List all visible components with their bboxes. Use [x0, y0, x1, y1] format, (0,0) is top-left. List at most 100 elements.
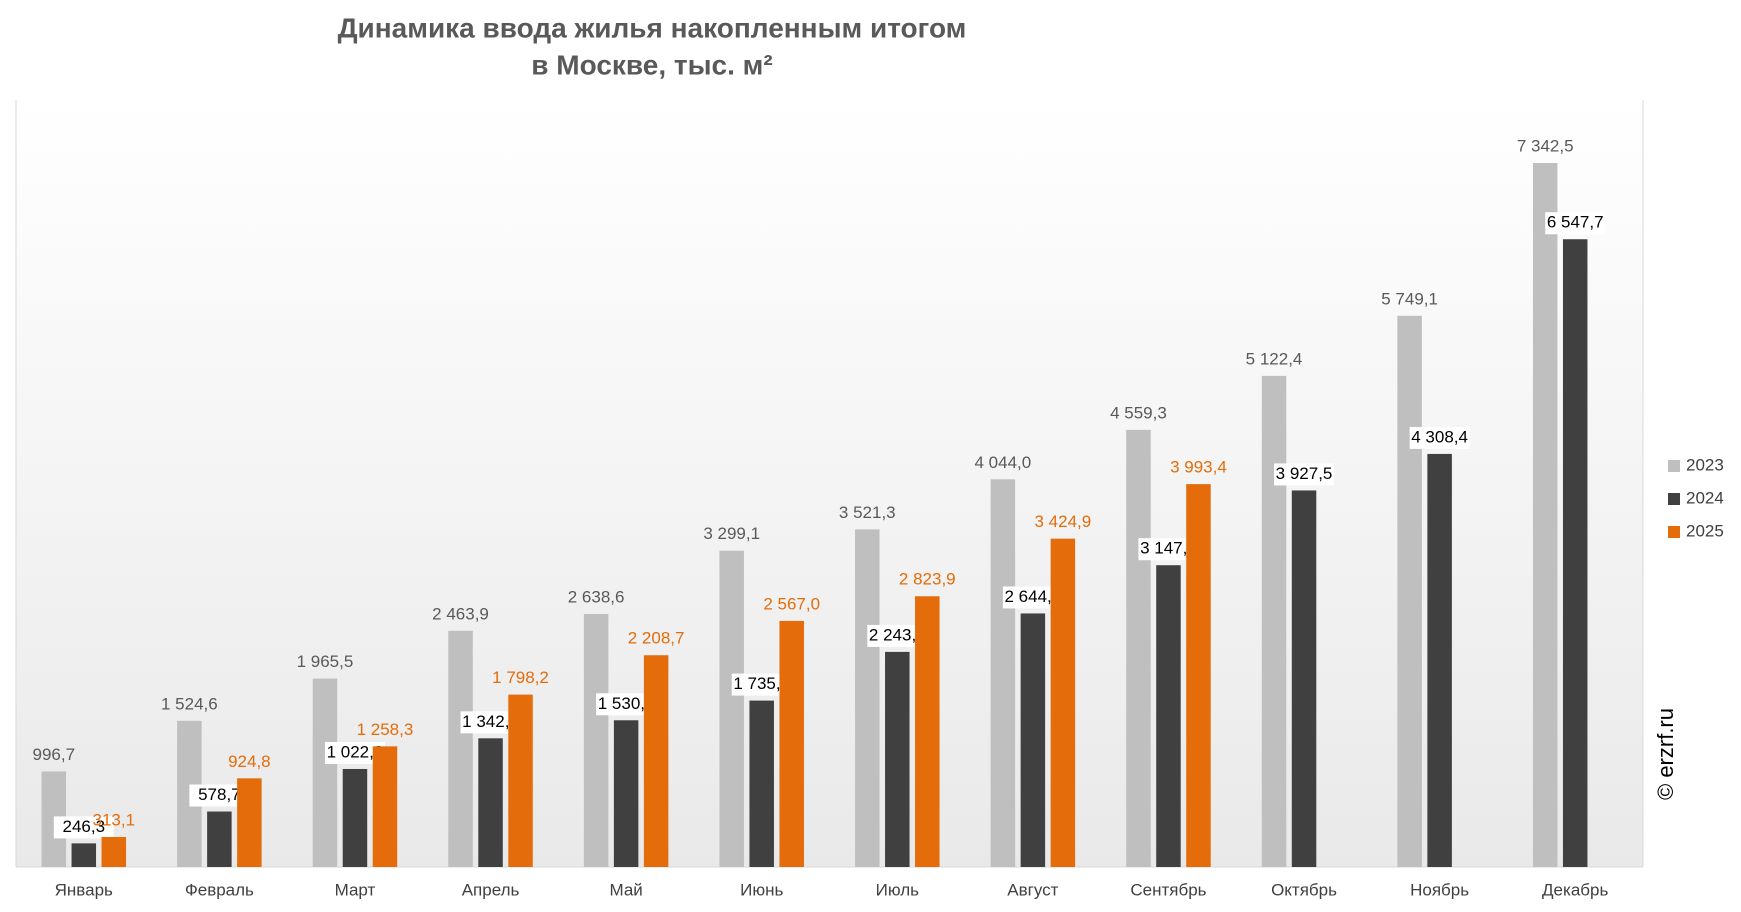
- value-label: 996,7: [33, 745, 76, 764]
- bar: [71, 843, 97, 867]
- bar: [1020, 613, 1046, 867]
- value-label-bg: [1409, 426, 1470, 449]
- value-label: 2 644,6: [1005, 587, 1062, 606]
- value-label: 2 208,7: [628, 629, 685, 648]
- bar: [1397, 315, 1422, 867]
- bar: [885, 651, 910, 867]
- bar: [583, 614, 609, 867]
- bar: [1562, 239, 1588, 867]
- value-label-bg: [596, 693, 657, 716]
- value-label-bg: [189, 784, 250, 807]
- value-label: 2 567,0: [763, 594, 820, 613]
- value-label-bg: [324, 741, 385, 764]
- x-tick-label: Март: [335, 880, 376, 899]
- value-label: 4 044,0: [975, 453, 1032, 472]
- bar: [990, 479, 1016, 867]
- bar: [749, 700, 774, 867]
- value-label: 4 559,3: [1110, 403, 1167, 422]
- bar: [613, 720, 639, 867]
- value-label: 1 342,2: [462, 712, 519, 731]
- value-label-bg: [1138, 538, 1199, 561]
- bar: [719, 550, 744, 867]
- chart-title: Динамика ввода жилья накопленным итогом: [338, 12, 967, 43]
- value-label: 3 299,1: [703, 524, 760, 543]
- value-label: 1 965,5: [297, 652, 354, 671]
- bar: [237, 778, 262, 867]
- x-tick-label: Июль: [876, 880, 920, 899]
- bar: [1291, 490, 1317, 867]
- bar: [1186, 484, 1211, 867]
- bar: [643, 655, 669, 867]
- bar: [779, 620, 804, 867]
- value-label: 2 823,9: [899, 570, 956, 589]
- value-label: 313,1: [93, 810, 136, 829]
- value-label: 246,3: [63, 817, 106, 836]
- value-label: 7 342,5: [1517, 137, 1574, 156]
- value-label: 1 798,2: [492, 668, 549, 687]
- legend-swatch: [1668, 460, 1680, 472]
- value-label: 3 424,9: [1035, 512, 1092, 531]
- value-label: 2 463,9: [432, 604, 489, 623]
- legend-label: 2025: [1686, 521, 1724, 540]
- bar: [448, 630, 473, 867]
- x-tick-label: Ноябрь: [1410, 880, 1469, 899]
- value-label: 1 258,3: [357, 720, 414, 739]
- value-label: 924,8: [228, 752, 271, 771]
- value-label: 3 927,5: [1276, 464, 1333, 483]
- x-tick-label: Апрель: [462, 880, 520, 899]
- legend-label: 2024: [1686, 488, 1724, 507]
- chart-subtitle: в Москве, тыс. м²: [531, 49, 772, 80]
- watermark: © erzrf.ru: [1653, 708, 1678, 800]
- bar: [855, 529, 880, 867]
- bar: [1050, 538, 1076, 867]
- plot-area: [16, 100, 1643, 867]
- value-label-bg: [731, 673, 792, 696]
- x-tick-label: Май: [609, 880, 642, 899]
- value-label: 3 993,4: [1170, 458, 1227, 477]
- bar: [207, 811, 232, 867]
- value-label-bg: [1545, 212, 1606, 235]
- value-label: 3 521,3: [839, 503, 896, 522]
- bar: [915, 596, 940, 867]
- value-label: 5 749,1: [1381, 289, 1438, 308]
- value-label-bg: [1002, 586, 1063, 609]
- x-tick-label: Январь: [55, 880, 113, 899]
- bar: [478, 738, 503, 867]
- value-label-bg: [460, 711, 521, 734]
- bar: [508, 694, 533, 867]
- value-label: 1 524,6: [161, 694, 218, 713]
- x-tick-label: Июнь: [740, 880, 783, 899]
- bar: [342, 768, 368, 867]
- legend-label: 2023: [1686, 455, 1724, 474]
- bar: [1532, 163, 1558, 867]
- value-label-bg: [867, 624, 928, 647]
- x-tick-label: Февраль: [185, 880, 254, 899]
- value-label: 578,7: [198, 785, 241, 804]
- value-label: 6 547,7: [1547, 213, 1604, 232]
- value-label: 5 122,4: [1246, 349, 1303, 368]
- value-label: 1 530,4: [598, 694, 655, 713]
- x-tick-label: Сентябрь: [1130, 880, 1206, 899]
- value-label: 3 147,7: [1140, 539, 1197, 558]
- value-label: 1 735,7: [733, 674, 790, 693]
- x-tick-label: Август: [1007, 880, 1058, 899]
- legend-swatch: [1668, 526, 1680, 538]
- bar: [372, 746, 398, 867]
- bar: [1156, 565, 1181, 867]
- bar: [101, 836, 127, 867]
- value-label: 1 022,3: [327, 742, 384, 761]
- value-label-bg: [53, 816, 114, 839]
- value-label: 4 308,4: [1411, 427, 1468, 446]
- bar: [1261, 375, 1287, 867]
- x-tick-label: Декабрь: [1542, 880, 1608, 899]
- value-label: 2 638,6: [568, 588, 625, 607]
- bar: [1427, 453, 1452, 867]
- legend-swatch: [1668, 493, 1680, 505]
- value-label-bg: [1274, 463, 1335, 486]
- bar: [312, 678, 338, 867]
- x-tick-label: Октябрь: [1271, 880, 1337, 899]
- bar: [1126, 429, 1151, 867]
- value-label: 2 243,6: [869, 625, 926, 644]
